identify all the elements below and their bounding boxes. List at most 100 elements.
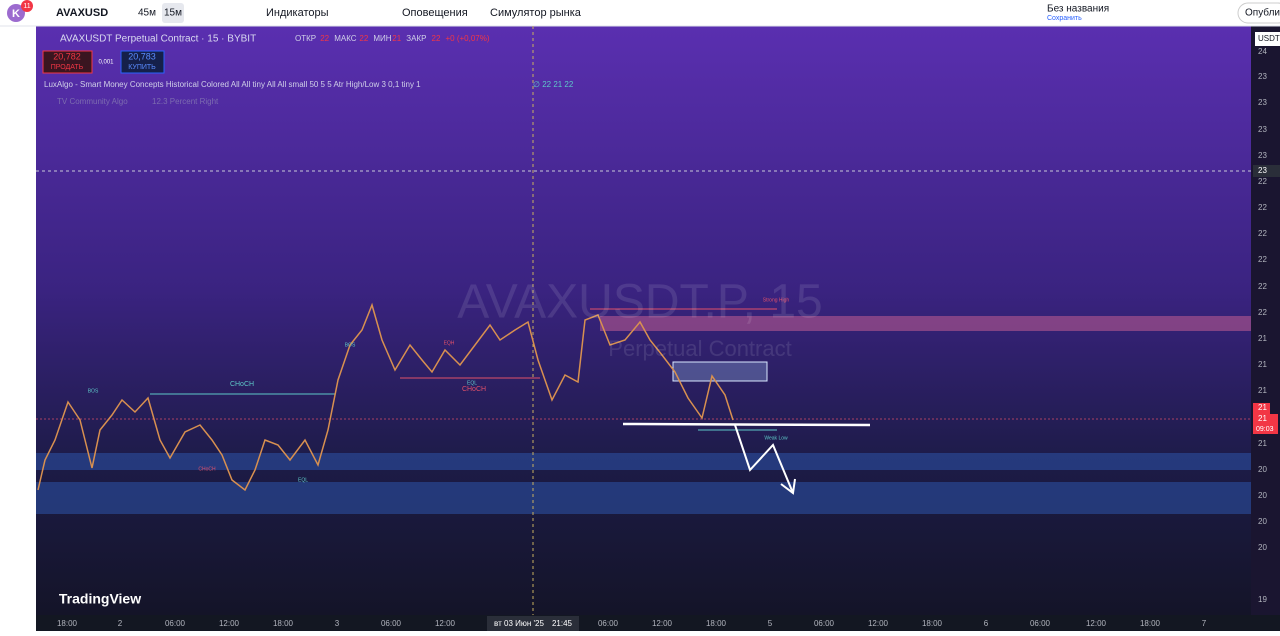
time-label: 7 <box>1202 619 1207 628</box>
legend-title: AVAXUSDT Perpetual Contract · 15 · BYBIT <box>60 34 256 45</box>
avatar[interactable] <box>7 4 25 22</box>
avatar-letter: K <box>12 8 20 20</box>
crosshair-price: 23 <box>1258 166 1267 175</box>
indicator-legend: LuxAlgo - Smart Money Concepts Historica… <box>44 80 421 89</box>
time-label: 3 <box>335 619 340 628</box>
price-label: 22 <box>1258 282 1267 291</box>
price-label: 23 <box>1258 125 1267 134</box>
sell-price: 20,782 <box>53 51 81 61</box>
annotation: CHoCH <box>230 381 254 388</box>
change: +0 (+0,07%) <box>446 34 490 43</box>
price-label: 21 <box>1258 386 1267 395</box>
time-label: 2 <box>118 619 123 628</box>
price-label: 22 <box>1258 177 1267 186</box>
alerts-button[interactable]: Оповещения <box>402 7 468 19</box>
supply-zone <box>600 316 1251 331</box>
watermark-sub: Perpetual Contract <box>608 336 791 361</box>
annotation: Weak Low <box>764 435 788 441</box>
price-label: 22 <box>1258 203 1267 212</box>
price-label: 21 <box>1258 334 1267 343</box>
sell-label: ПРОДАТЬ <box>51 64 84 71</box>
annotation: CHoCH <box>462 386 486 393</box>
annotation: Strong High <box>763 297 790 303</box>
time-label: 12:00 <box>652 619 673 628</box>
sell-button[interactable] <box>42 50 93 74</box>
time-label: 6 <box>984 619 989 628</box>
currency: USDT <box>1258 34 1280 43</box>
replay-button[interactable]: Симулятор рынка <box>490 7 582 19</box>
order-block <box>672 361 768 382</box>
drawn-support <box>622 422 871 427</box>
time-label: 06:00 <box>598 619 619 628</box>
price-label: 23 <box>1258 151 1267 160</box>
price-label: 24 <box>1258 47 1267 56</box>
currency-box <box>1255 32 1280 46</box>
badge-count: 11 <box>23 3 30 10</box>
demand-zone <box>36 453 1251 470</box>
price-label: 20 <box>1258 517 1267 526</box>
ohlc-value: 21 <box>392 34 401 43</box>
time-label: 06:00 <box>1030 619 1051 628</box>
interval-active <box>162 3 184 23</box>
time-label: 18:00 <box>57 619 78 628</box>
prev-price: 21 <box>1258 403 1267 412</box>
price-label: 21 <box>1258 439 1267 448</box>
ohlc-value: 22 <box>320 34 329 43</box>
countdown: 09:03 <box>1256 426 1274 433</box>
publish-label: Опубли <box>1245 7 1280 19</box>
drawn-arrow <box>734 424 796 495</box>
crosshair-date: вт 03 Июн '25 <box>494 619 544 628</box>
watermark: AVAXUSDT.P, 15 <box>457 276 823 329</box>
annotation: BOS <box>345 342 356 348</box>
ohlc-value: 22 <box>432 34 441 43</box>
spread: 0,001 <box>98 60 114 66</box>
interval[interactable]: 15м <box>164 8 182 19</box>
prev-price-box <box>1253 403 1270 414</box>
crosshair-label-box <box>1253 165 1280 177</box>
price-label: 20 <box>1258 543 1267 552</box>
price-label: 22 <box>1258 229 1267 238</box>
symbol[interactable]: AVAXUSD <box>56 7 108 19</box>
crosshair-time: 21:45 <box>552 619 573 628</box>
ohlc-label: МИН <box>373 34 391 43</box>
price-label: 20 <box>1258 491 1267 500</box>
script-legend: 12.3 Percent Right <box>152 97 219 106</box>
ohlc-label: МАКС <box>334 34 357 43</box>
time-label: 12:00 <box>868 619 889 628</box>
script-legend: TV Community Algo <box>57 97 128 106</box>
ohlc-label: ЗАКР <box>406 34 426 43</box>
publish-button[interactable] <box>1237 2 1280 24</box>
last-price-box <box>1253 414 1278 434</box>
layout-name[interactable]: Без названия <box>1047 4 1109 15</box>
price-label: 23 <box>1258 72 1267 81</box>
price-label: 23 <box>1258 98 1267 107</box>
annotation: CHoCH <box>198 466 216 472</box>
time-label: 06:00 <box>381 619 402 628</box>
demand-zone <box>36 482 1251 514</box>
time-label: 18:00 <box>1140 619 1161 628</box>
layout-status: Сохранить <box>1047 15 1082 22</box>
brand: TradingView <box>59 591 141 607</box>
chart-area <box>36 26 1251 615</box>
indicators-button[interactable]: Индикаторы <box>266 7 329 19</box>
time-label: 18:00 <box>922 619 943 628</box>
time-label: 18:00 <box>273 619 294 628</box>
time-label: 12:00 <box>219 619 240 628</box>
time-axis <box>36 615 1280 631</box>
badge <box>21 0 33 12</box>
annotation: EQL <box>298 477 308 483</box>
buy-button[interactable] <box>120 50 165 74</box>
price-candles <box>37 302 734 492</box>
time-label: 12:00 <box>1086 619 1107 628</box>
last-price: 21 <box>1258 414 1267 423</box>
price-label: 22 <box>1258 255 1267 264</box>
time-label: 06:00 <box>165 619 186 628</box>
price-label: 20 <box>1258 465 1267 474</box>
time-label: 18:00 <box>706 619 727 628</box>
time-label: 5 <box>768 619 773 628</box>
interval[interactable]: 45м <box>138 8 156 19</box>
ohlc-label: ОТКР <box>295 34 316 43</box>
buy-label: КУПИТЬ <box>128 64 156 71</box>
